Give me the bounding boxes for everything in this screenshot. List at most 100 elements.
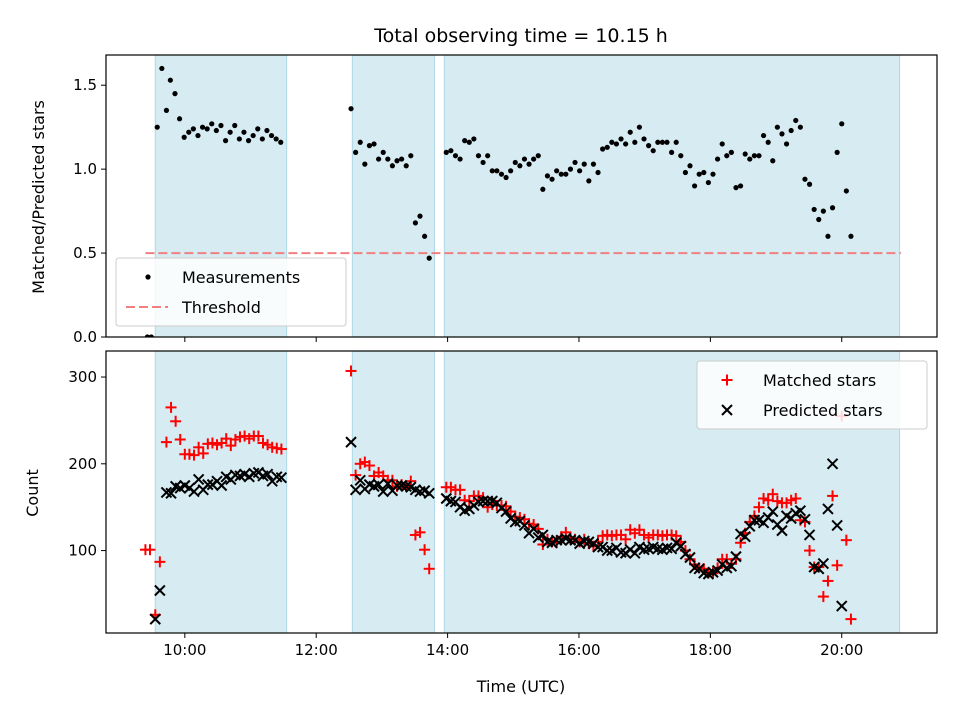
data-point <box>380 149 386 155</box>
data-point <box>371 141 377 147</box>
data-point <box>632 139 638 145</box>
data-point <box>273 136 279 142</box>
data-point <box>836 600 848 612</box>
bottom-panel: 10:00 12:00 14:00 16:00 18:00 20:00 100 200 300 M… <box>68 350 938 659</box>
data-point <box>195 132 201 139</box>
data-point <box>629 547 641 559</box>
data-point <box>494 168 500 174</box>
data-point <box>762 511 774 524</box>
data-point <box>353 149 359 155</box>
data-point <box>363 460 375 472</box>
data-point <box>827 490 839 502</box>
data-point <box>462 138 468 144</box>
data-point <box>466 139 472 145</box>
data-point <box>701 169 707 176</box>
data-point <box>675 540 687 552</box>
data-point <box>753 501 765 513</box>
data-point <box>592 541 604 553</box>
data-point <box>372 478 385 491</box>
data-point <box>241 129 247 135</box>
data-point <box>500 505 512 518</box>
data-point <box>160 436 172 448</box>
y-tick-label: 100 <box>68 542 97 560</box>
data-point <box>623 141 629 147</box>
data-point <box>518 519 531 532</box>
data-point <box>481 495 494 507</box>
data-point <box>480 159 486 166</box>
data-point <box>167 77 173 83</box>
data-point <box>199 124 206 130</box>
data-point <box>682 169 689 176</box>
data-point <box>477 495 489 507</box>
data-point <box>419 544 431 556</box>
data-point <box>776 524 788 537</box>
data-point <box>517 163 523 169</box>
data-point <box>154 124 160 130</box>
data-point <box>826 458 839 470</box>
data-point <box>452 153 459 159</box>
data-point <box>366 143 373 149</box>
data-point <box>222 138 229 144</box>
data-point <box>817 557 830 570</box>
data-point <box>783 141 790 147</box>
data-point <box>627 129 633 135</box>
data-point <box>804 545 816 557</box>
data-point <box>165 401 177 413</box>
data-point <box>218 122 224 129</box>
data-point <box>227 129 233 135</box>
data-point <box>550 534 563 546</box>
data-point <box>225 440 237 452</box>
data-point <box>604 144 610 150</box>
data-point <box>705 179 711 186</box>
data-point <box>577 168 583 174</box>
data-point <box>408 153 414 159</box>
data-point <box>737 183 744 189</box>
data-point <box>376 156 382 162</box>
data-point <box>843 188 849 194</box>
data-point <box>159 65 165 72</box>
data-point <box>422 233 428 239</box>
data-point <box>572 159 578 166</box>
y-tick-label: 1.0 <box>73 160 97 178</box>
data-point <box>423 563 435 575</box>
data-point <box>760 132 767 139</box>
data-point <box>512 159 518 166</box>
data-point <box>348 106 354 112</box>
data-point <box>691 183 698 189</box>
data-point <box>558 171 564 177</box>
data-point <box>193 441 205 453</box>
data-point <box>802 176 808 182</box>
data-point <box>531 156 537 162</box>
data-point <box>590 161 597 167</box>
data-point <box>816 216 822 223</box>
data-point <box>204 126 210 132</box>
data-point <box>730 550 742 563</box>
data-point <box>765 139 771 145</box>
data-point <box>535 153 541 159</box>
legend-marker-measurements <box>145 274 151 280</box>
data-point <box>554 168 560 174</box>
data-point <box>724 153 730 159</box>
data-point <box>678 153 684 159</box>
legend-marker-predicted <box>721 404 733 416</box>
y-tick-label: 0.0 <box>73 328 97 346</box>
data-point <box>508 168 514 174</box>
data-point <box>756 153 762 159</box>
data-point <box>448 148 454 154</box>
data-point <box>669 149 675 155</box>
data-point <box>549 176 555 182</box>
axes-frame <box>105 54 938 338</box>
data-point <box>655 139 661 145</box>
data-point <box>412 220 419 226</box>
data-point <box>163 107 170 113</box>
data-point <box>345 436 357 448</box>
data-point <box>148 334 154 337</box>
shaded-interval <box>443 54 901 338</box>
data-point <box>403 163 409 169</box>
y-tick-label: 1.5 <box>73 76 97 94</box>
data-point <box>771 518 784 531</box>
data-point <box>264 127 270 134</box>
data-point <box>817 591 829 603</box>
data-point <box>521 156 528 162</box>
